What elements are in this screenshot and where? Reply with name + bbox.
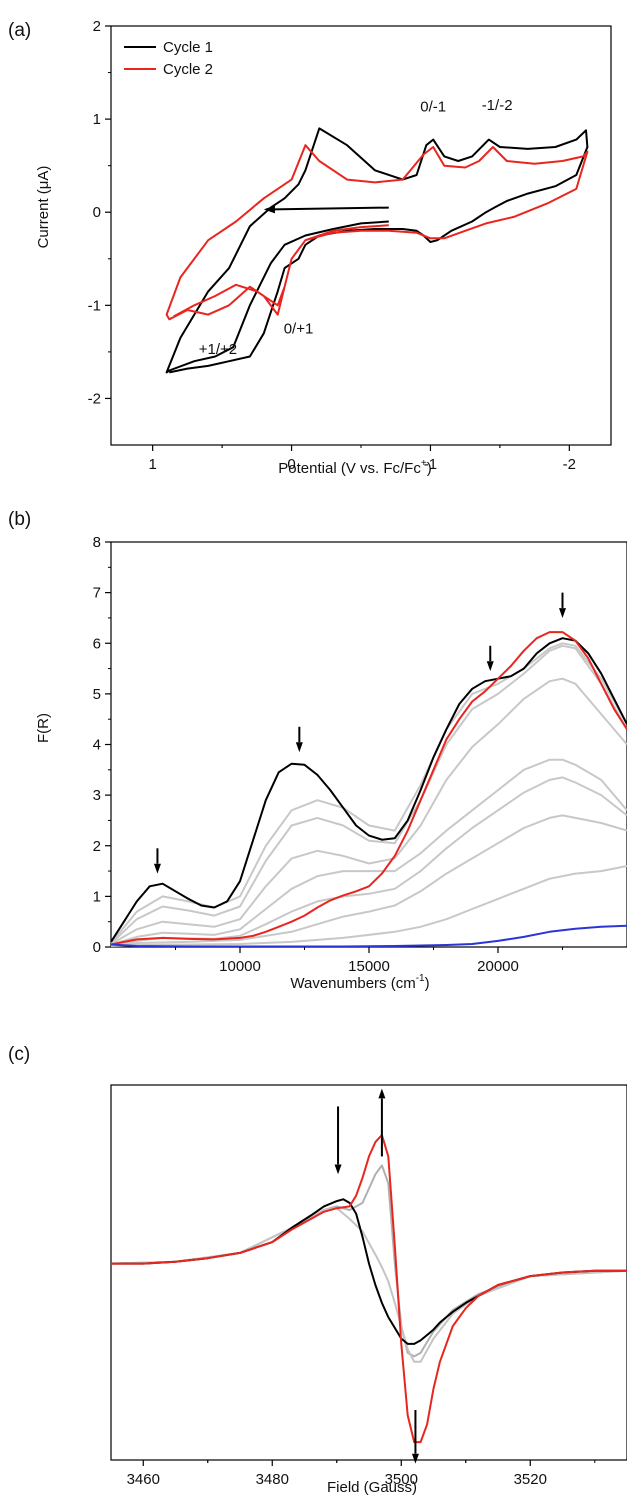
trend-arrowhead [486, 661, 494, 672]
x-tick-label: 3480 [256, 1471, 289, 1488]
panel-label-c: (c) [8, 1044, 30, 1065]
x-axis-label-b: Wavenumbers (cm-1) [290, 973, 429, 992]
legend-label-cycle-1: Cycle 1 [163, 39, 213, 56]
y-tick-label: 4 [93, 737, 101, 754]
series-line [111, 1198, 627, 1345]
x-tick-label: -1 [424, 456, 437, 473]
trend-arrowhead [153, 863, 161, 874]
y-tick-label: 1 [93, 888, 101, 905]
x-tick-label: 3500 [385, 1471, 418, 1488]
series-line [111, 644, 627, 945]
series-line [111, 631, 627, 946]
x-tick-label: 1 [148, 456, 156, 473]
panel-label-a: (a) [8, 20, 31, 41]
series-line-cycle-1 [165, 127, 589, 374]
series-line [111, 865, 627, 947]
y-tick-label: 5 [93, 686, 101, 703]
y-tick-label: 6 [93, 635, 101, 652]
x-tick-label: 10000 [219, 958, 261, 975]
trend-arrowhead [295, 742, 303, 753]
trend-arrowhead [559, 608, 566, 618]
series-line [111, 1207, 627, 1363]
x-tick-label: 0 [287, 456, 295, 473]
panel-label-b: (b) [8, 509, 31, 530]
y-tick-label: 0 [93, 204, 101, 221]
chart-c: 3460 3480 3500 3520 [110, 1084, 627, 1488]
peak-annotation: -1/-2 [482, 97, 513, 114]
chart-b: 10000 15000 20000 0 1 2 3 4 5 6 7 8 [93, 534, 627, 975]
x-tick-label: 15000 [348, 958, 390, 975]
y-tick-label: 1 [93, 111, 101, 128]
trend-arrowhead [411, 1453, 419, 1464]
y-tick-label: -2 [88, 390, 101, 407]
legend-label-cycle-2: Cycle 2 [163, 61, 213, 78]
y-tick-label: 7 [93, 585, 101, 602]
series-line-cycle-2 [165, 144, 589, 321]
legend-a: Cycle 1 Cycle 2 [124, 39, 213, 78]
scan-direction-arrow [273, 206, 389, 211]
x-tick-label: -2 [563, 456, 576, 473]
x-tick-label: 3520 [514, 1471, 547, 1488]
series-line [111, 677, 627, 945]
series-line [111, 776, 627, 946]
series-line [111, 924, 627, 947]
x-axis-label-a: Potential (V vs. Fc/Fc+) [278, 458, 431, 477]
series-group [111, 1134, 627, 1444]
y-axis-label-a: Current (μA) [35, 166, 52, 249]
peak-annotation: 0/-1 [420, 99, 446, 116]
y-tick-label: 8 [93, 534, 101, 551]
series-group [111, 631, 627, 947]
y-tick-label: 0 [93, 939, 101, 956]
trend-arrowhead [378, 1088, 386, 1099]
series-line [111, 814, 627, 947]
y-tick-label: 3 [93, 787, 101, 804]
series-group [165, 127, 589, 374]
x-tick-label: 3460 [127, 1471, 160, 1488]
plot-frame [110, 25, 612, 446]
peak-annotation: 0/+1 [284, 320, 314, 337]
plot-frame [110, 1084, 627, 1461]
series-line [111, 1134, 627, 1444]
y-tick-label: -1 [88, 297, 101, 314]
y-tick-label: 2 [93, 838, 101, 855]
chart-a: 1 0 -1 -2 -2 -1 0 1 2 0/-1 -1/-2 0/+1 +1/+2 [88, 18, 612, 473]
series-line [111, 637, 627, 943]
y-axis-label-b: F(R) [35, 713, 52, 743]
peak-annotation: +1/+2 [199, 341, 237, 358]
trend-arrowhead [334, 1164, 342, 1175]
scan-direction-arrowhead [263, 205, 275, 214]
series-line [111, 758, 627, 946]
x-axis-label-c: Field (Gauss) [327, 1479, 417, 1496]
y-tick-label: 2 [93, 18, 101, 35]
x-tick-label: 20000 [477, 958, 519, 975]
